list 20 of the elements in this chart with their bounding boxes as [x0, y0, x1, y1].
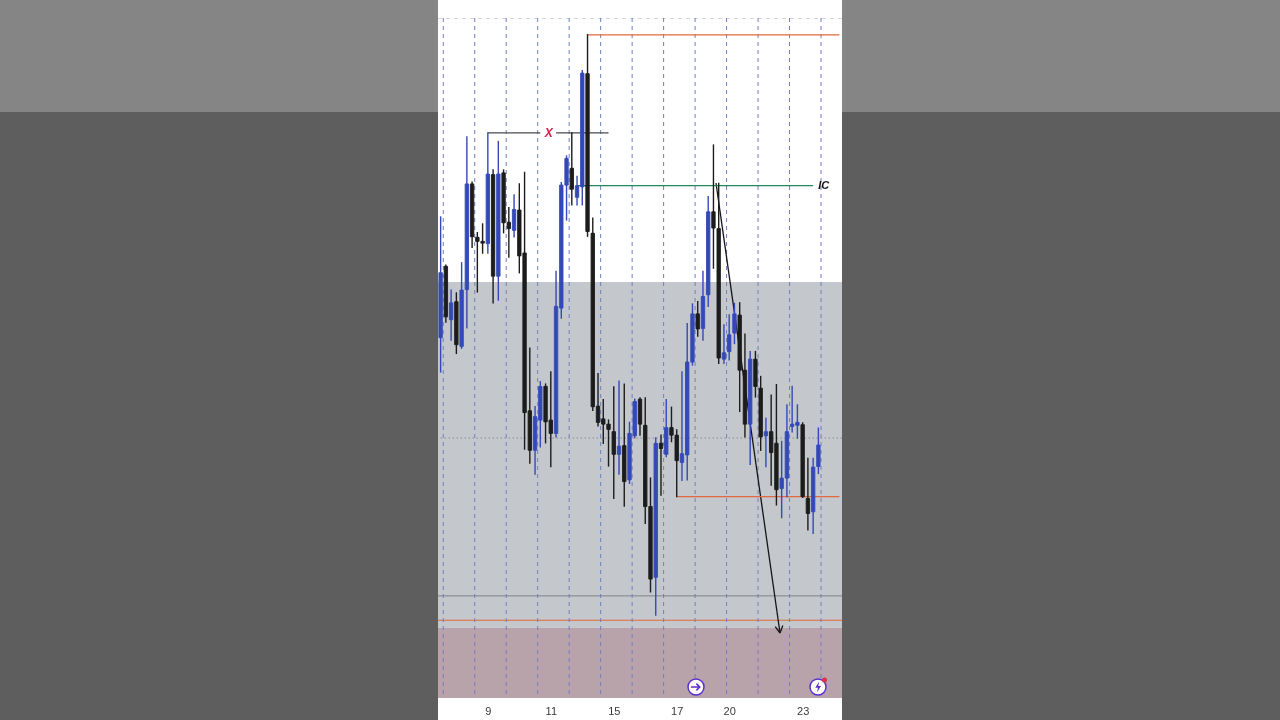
candlestick — [763, 417, 769, 468]
candlestick — [721, 324, 727, 364]
candlestick — [616, 380, 622, 475]
series-label: IC — [818, 178, 831, 191]
annotation: X — [543, 125, 554, 140]
candlestick — [805, 457, 811, 531]
x-tick-label: 9 — [485, 704, 492, 717]
candlestick — [695, 301, 700, 337]
x-tick-label: 11 — [545, 704, 558, 717]
candlestick — [732, 302, 737, 345]
candlestick — [511, 194, 517, 238]
candlestick — [658, 434, 664, 496]
x-tick-label: 15 — [608, 704, 621, 717]
x-tick-label: 17 — [671, 704, 684, 717]
candlestick — [569, 132, 574, 206]
x-tick-label: 23 — [797, 704, 810, 717]
candlestick — [448, 289, 454, 341]
candlestick — [727, 314, 732, 361]
candlestick — [611, 386, 616, 500]
x-tick-label: 20 — [723, 704, 736, 717]
